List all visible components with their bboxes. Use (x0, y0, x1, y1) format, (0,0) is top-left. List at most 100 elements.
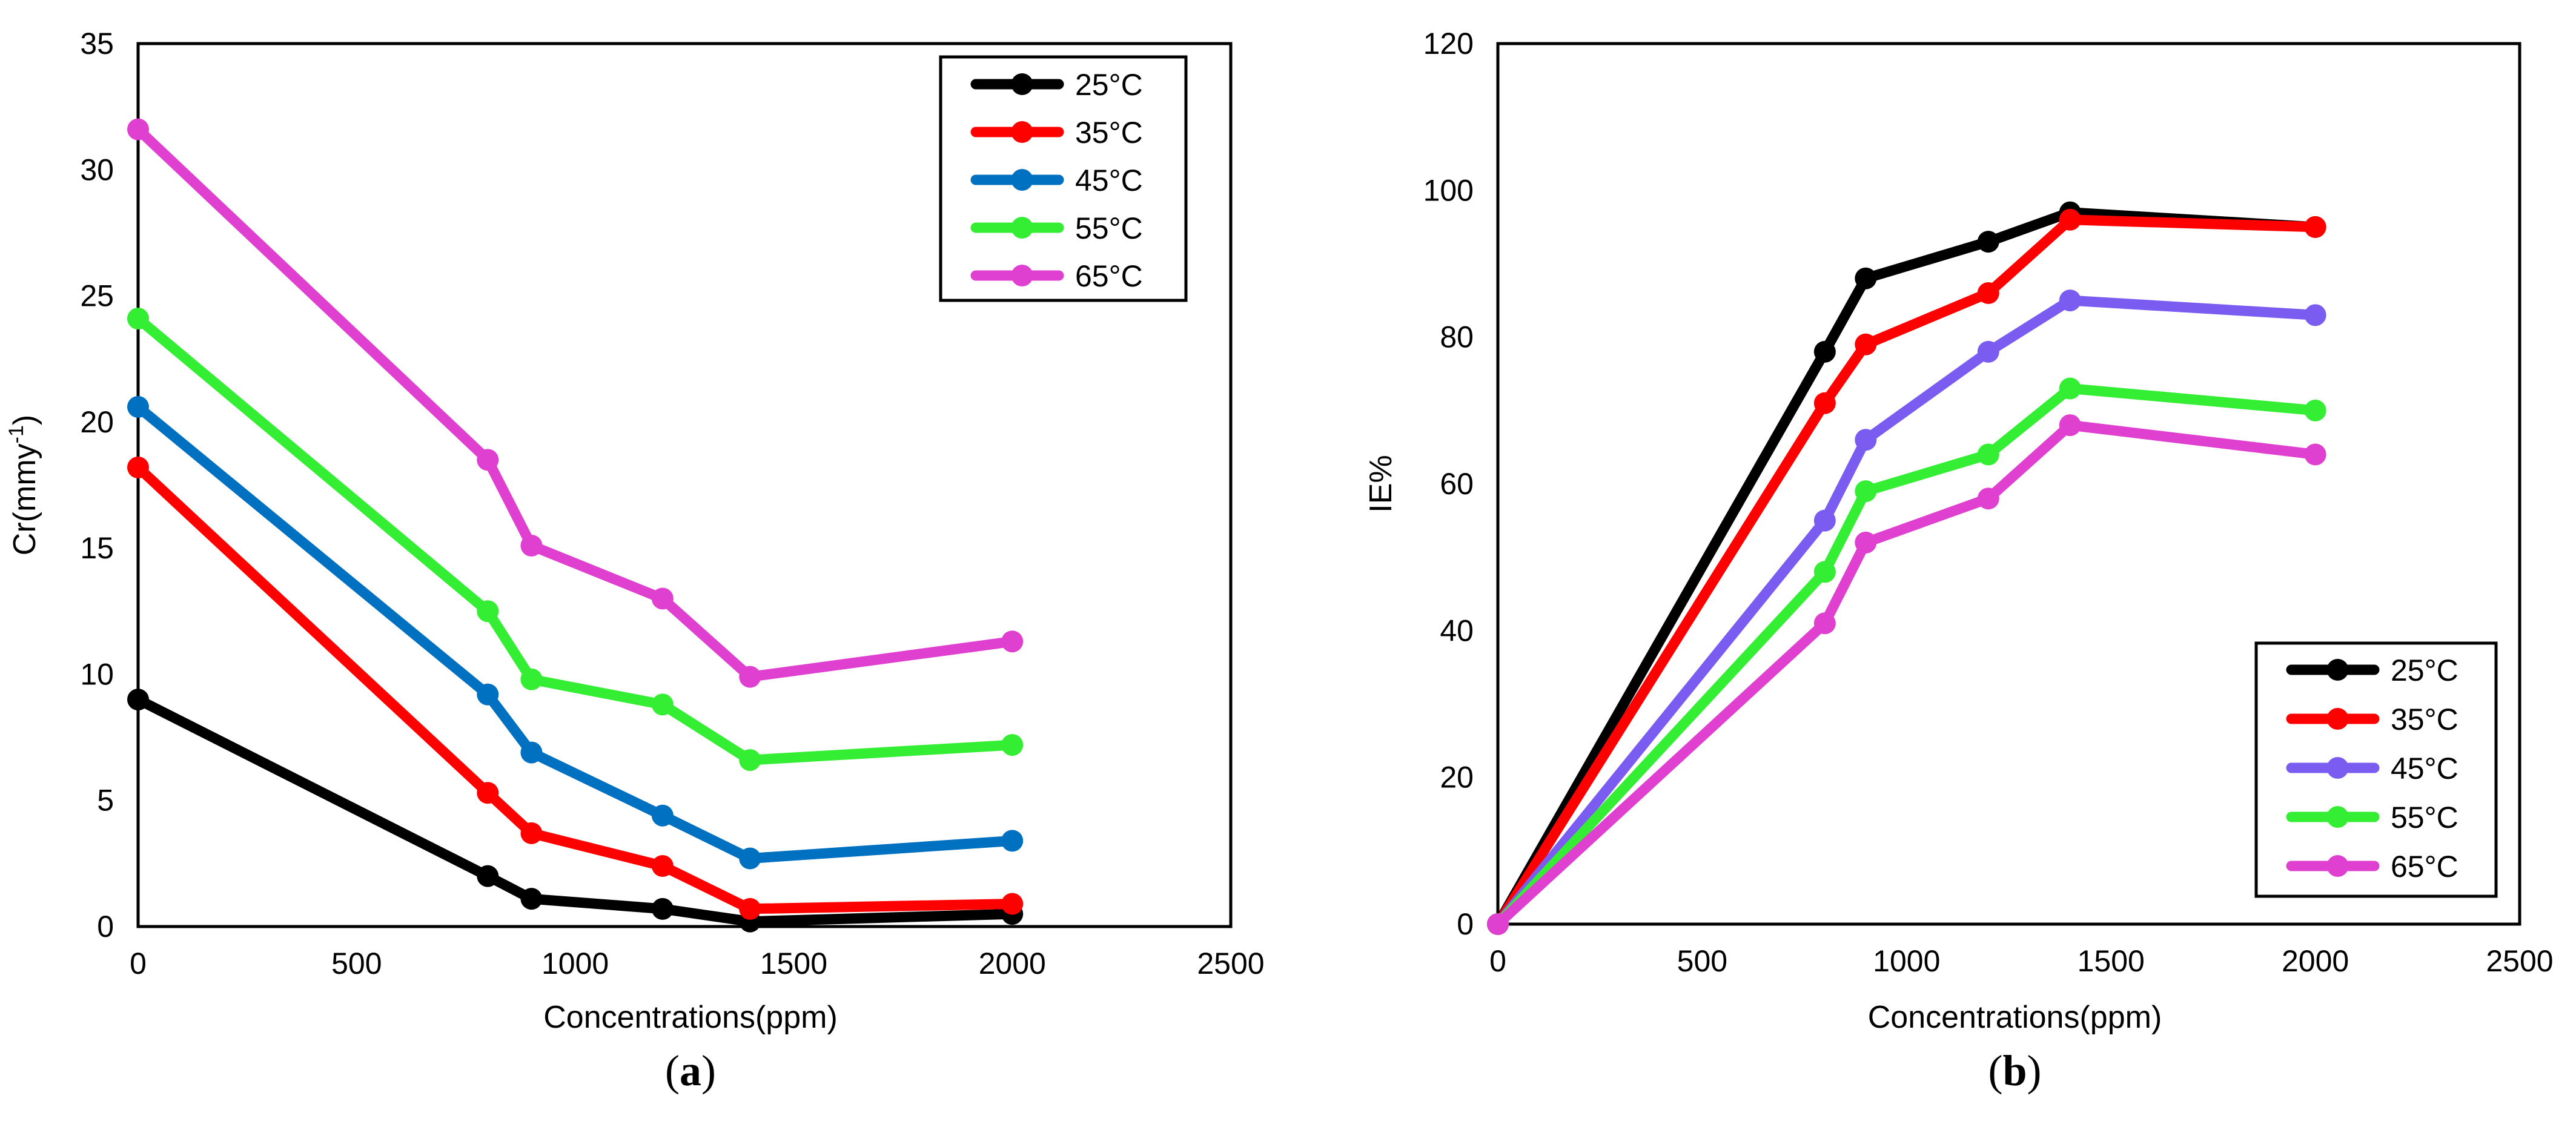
series-line (133, 313, 1018, 765)
x-tick-label: 500 (331, 947, 382, 980)
series-35c (1487, 208, 2326, 935)
data-point (477, 449, 499, 471)
data-point (2059, 208, 2081, 231)
data-point (477, 600, 499, 623)
data-point (1855, 333, 1877, 355)
panel-label-close: ) (2027, 1046, 2042, 1095)
data-point (1813, 509, 1836, 532)
data-point (2304, 443, 2326, 466)
data-point (1001, 830, 1024, 852)
y-tick-label: 100 (1423, 173, 1474, 207)
y-tick-label: 20 (80, 405, 114, 439)
data-point (1855, 429, 1877, 451)
data-point (477, 782, 499, 804)
legend-swatch-marker (1011, 265, 1033, 286)
data-point (1977, 443, 1999, 466)
x-tick-label: 2500 (2486, 944, 2553, 978)
y-tick-label: 40 (1440, 613, 1474, 647)
data-point (477, 865, 499, 887)
panel-label-close: ) (701, 1046, 716, 1095)
x-tick-label: 500 (1677, 944, 1727, 978)
x-tick-label: 1000 (541, 947, 609, 980)
legend-label: 45°C (2391, 752, 2458, 785)
x-tick-label: 2000 (2282, 944, 2349, 978)
legend-label: 55°C (2391, 801, 2458, 835)
data-point (739, 897, 761, 920)
y-tick-label: 25 (80, 279, 114, 313)
data-point (651, 693, 674, 716)
series-line (133, 694, 1018, 927)
y-axis-label-main: Cr(mmy (7, 443, 42, 555)
data-point (1813, 340, 1836, 363)
data-point (2304, 216, 2326, 238)
y-axis-label: IE% (1363, 455, 1399, 512)
data-point (477, 683, 499, 706)
legend-label: 65°C (1075, 259, 1143, 293)
data-point (127, 456, 149, 478)
series-line (1492, 383, 2321, 930)
panel-label-open: ( (1988, 1046, 2002, 1095)
panel-label: (a) (665, 1046, 716, 1095)
legend-swatch-marker (1011, 217, 1033, 239)
data-point (520, 888, 543, 910)
x-tick-label: 1500 (760, 947, 827, 980)
series-45c (127, 395, 1024, 870)
series-55c (127, 308, 1024, 772)
legend: 25°C 35°C 45°C 55°C 65°C (939, 55, 1188, 302)
panel-label-letter: b (2002, 1046, 2027, 1095)
x-tick-label: 1500 (2078, 944, 2145, 978)
series-35c (127, 456, 1024, 920)
y-axis-label-main: IE% (1363, 455, 1399, 512)
data-point (1487, 913, 1509, 935)
x-tick-label: 0 (1489, 944, 1506, 978)
x-tick-label: 2500 (1197, 947, 1264, 980)
data-point (2059, 289, 2081, 312)
data-point (1855, 480, 1877, 503)
data-point (2059, 414, 2081, 437)
panel-label-letter: a (680, 1046, 701, 1095)
data-point (2304, 399, 2326, 421)
data-point (520, 741, 543, 764)
series-65c (127, 118, 1024, 688)
y-tick-label: 30 (80, 153, 114, 187)
x-tick-label: 2000 (979, 947, 1046, 980)
legend-label: 55°C (1075, 211, 1143, 245)
legend-swatch-marker (1011, 169, 1033, 191)
data-point (127, 118, 149, 140)
legend-label: 25°C (2391, 653, 2458, 687)
legend-label: 35°C (1075, 116, 1143, 150)
data-point (127, 689, 149, 711)
y-axis-label: Cr(mmy-1) (5, 415, 42, 555)
data-point (651, 587, 674, 610)
data-point (520, 822, 543, 844)
series-line (133, 462, 1018, 914)
data-point (739, 749, 761, 772)
legend-swatch-marker (2326, 806, 2349, 828)
data-point (651, 855, 674, 877)
legend-swatch-marker (2326, 659, 2349, 681)
data-point (1855, 267, 1877, 289)
series-line (133, 402, 1018, 864)
data-point (1977, 231, 1999, 253)
y-tick-label: 15 (80, 531, 114, 565)
x-axis-label: Concentrations(ppm) (1868, 1000, 2162, 1035)
y-tick-label: 80 (1440, 320, 1474, 354)
data-point (1813, 392, 1836, 414)
data-point (127, 308, 149, 330)
data-point (2059, 377, 2081, 400)
data-point (1813, 561, 1836, 583)
legend-label: 45°C (1075, 164, 1143, 197)
data-point (1977, 340, 1999, 363)
chart-panel-a: 0 5 10 15 20 25 30 35 0 500 1000 1500 2000 2500 Concen… (5, 27, 1265, 1095)
series-line (1492, 295, 2321, 930)
data-point (520, 668, 543, 690)
legend-swatch-marker (1011, 73, 1033, 95)
x-axis-label: Concentrations(ppm) (543, 1000, 838, 1035)
y-axis-label-close: ) (7, 415, 42, 425)
series-65c (1487, 414, 2326, 935)
data-point (520, 534, 543, 557)
data-point (651, 897, 674, 920)
data-point (1001, 630, 1024, 653)
legend-swatch-marker (2326, 757, 2349, 779)
data-point (1001, 893, 1024, 915)
